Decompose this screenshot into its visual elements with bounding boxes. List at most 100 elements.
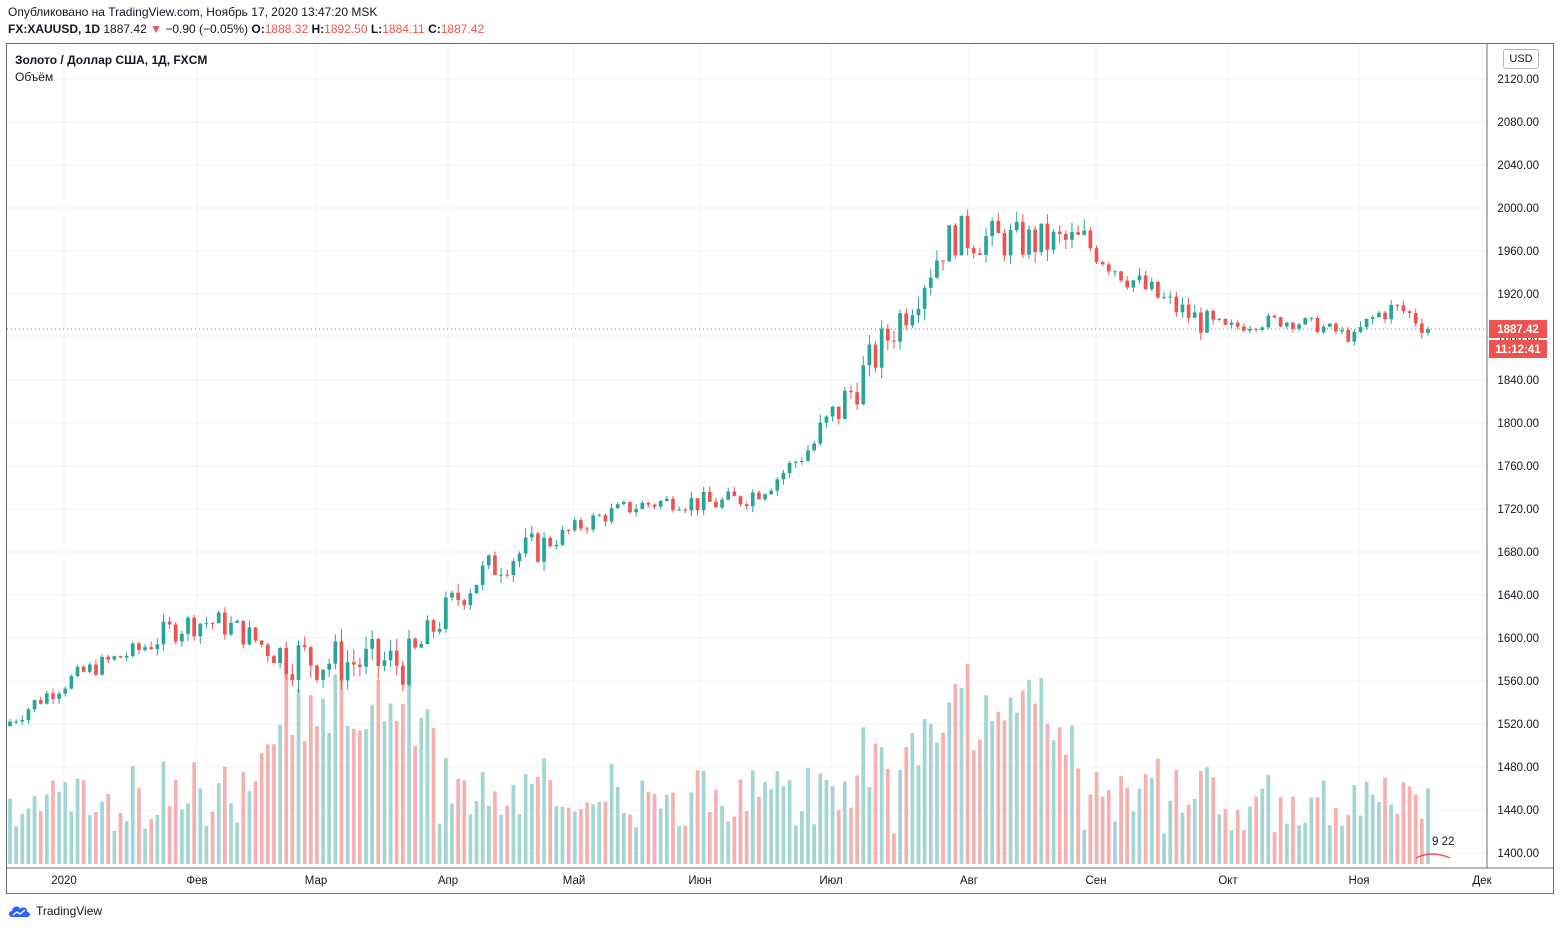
candle-body bbox=[468, 593, 473, 606]
volume-bar bbox=[824, 779, 829, 864]
volume-bar bbox=[842, 781, 847, 864]
volume-bar bbox=[978, 739, 982, 864]
volume-bar bbox=[431, 727, 436, 864]
volume-bar bbox=[591, 804, 596, 864]
volume-bar bbox=[652, 793, 657, 864]
candle-body bbox=[714, 501, 718, 508]
candle-body bbox=[885, 328, 890, 341]
candle-body bbox=[1100, 262, 1105, 265]
candle-body bbox=[499, 574, 503, 576]
candle-body bbox=[1377, 312, 1381, 318]
volume-bar bbox=[413, 745, 417, 864]
volume-bar bbox=[922, 718, 927, 864]
volume-bar bbox=[1266, 774, 1271, 864]
candle-body bbox=[1076, 232, 1080, 235]
candle-body bbox=[486, 555, 491, 566]
volume-bar bbox=[566, 807, 571, 864]
candle-body bbox=[137, 643, 141, 650]
candle-body bbox=[229, 622, 233, 635]
volume-bar bbox=[597, 801, 602, 864]
high-value: 1892.50 bbox=[324, 22, 368, 36]
y-tick-label: 1640.00 bbox=[1497, 590, 1539, 602]
volume-bar bbox=[898, 769, 902, 864]
chart-frame[interactable] bbox=[6, 43, 1554, 894]
volume-bar bbox=[984, 695, 988, 864]
volume-bar bbox=[738, 779, 743, 864]
volume-bar bbox=[1070, 725, 1074, 864]
volume-bar bbox=[1352, 785, 1357, 864]
volume-bar bbox=[321, 698, 325, 864]
volume-bar bbox=[787, 779, 792, 864]
candle-body bbox=[1168, 296, 1173, 298]
candle-body bbox=[1125, 280, 1130, 288]
candle-body bbox=[81, 666, 86, 672]
candle-body bbox=[855, 392, 859, 405]
candle-body bbox=[1027, 229, 1031, 255]
x-tick-label: Ноя bbox=[1349, 875, 1370, 887]
volume-bar bbox=[112, 830, 117, 864]
candle-body bbox=[597, 515, 602, 517]
volume-bar bbox=[198, 788, 203, 864]
candle-body bbox=[69, 676, 74, 689]
volume-bar bbox=[382, 721, 387, 864]
volume-bar bbox=[1162, 833, 1166, 864]
volume-bar bbox=[480, 772, 485, 864]
candle-body bbox=[542, 537, 546, 562]
candle-body bbox=[130, 643, 135, 656]
volume-bar bbox=[1045, 723, 1050, 864]
volume-bar bbox=[486, 805, 491, 864]
volume-bar bbox=[1027, 679, 1031, 864]
candle-body bbox=[646, 502, 651, 505]
volume-bar bbox=[394, 720, 399, 864]
currency-button[interactable]: USD bbox=[1503, 49, 1539, 69]
candle-body bbox=[1002, 233, 1007, 256]
candle-body bbox=[1106, 264, 1111, 272]
volume-bar bbox=[1327, 825, 1332, 864]
candle-body bbox=[517, 553, 522, 562]
candle-body bbox=[106, 656, 111, 660]
candle-body bbox=[947, 225, 952, 262]
candle-body bbox=[290, 674, 295, 681]
volume-bar bbox=[910, 732, 915, 864]
x-tick-label: Фев bbox=[186, 875, 207, 887]
volume-bar bbox=[192, 762, 196, 864]
volume-indicator-title[interactable]: Объём bbox=[15, 70, 54, 84]
volume-bar bbox=[658, 808, 663, 864]
candle-body bbox=[204, 623, 209, 625]
candle-body bbox=[536, 533, 540, 562]
candle-body bbox=[1340, 329, 1344, 332]
candle-body bbox=[1070, 232, 1074, 240]
last-price-tag bbox=[1489, 320, 1547, 339]
candle-body bbox=[1021, 221, 1025, 255]
candle-body bbox=[26, 709, 31, 721]
price-change: −0.90 (−0.05%) bbox=[165, 22, 249, 36]
candle-body bbox=[167, 621, 172, 625]
tradingview-logo[interactable]: TradingView bbox=[8, 902, 102, 920]
volume-bar bbox=[1346, 814, 1351, 864]
open-label: O: bbox=[251, 22, 265, 36]
volume-bar bbox=[1364, 781, 1369, 864]
candle-body bbox=[14, 721, 18, 723]
y-tick-label: 2080.00 bbox=[1497, 117, 1539, 129]
volume-bar bbox=[118, 812, 123, 864]
candle-body bbox=[327, 663, 332, 670]
volume-bar bbox=[302, 741, 307, 864]
candle-body bbox=[155, 644, 160, 650]
y-tick-label: 1680.00 bbox=[1497, 547, 1539, 559]
volume-bar bbox=[235, 822, 239, 864]
volume-layer bbox=[8, 659, 1430, 864]
candle-body bbox=[603, 515, 608, 522]
y-tick-label: 2000.00 bbox=[1497, 203, 1539, 215]
volume-bar bbox=[1260, 788, 1265, 864]
last-price: 1887.42 bbox=[103, 22, 147, 36]
candle-body bbox=[1401, 305, 1406, 312]
candle-body bbox=[1383, 312, 1387, 320]
volume-bar bbox=[523, 774, 528, 864]
candle-body bbox=[1014, 221, 1019, 231]
volume-bar bbox=[20, 813, 25, 864]
candle-body bbox=[861, 365, 866, 405]
candle-body bbox=[1315, 317, 1320, 333]
volume-bar bbox=[671, 792, 675, 864]
volume-bar bbox=[1278, 797, 1283, 864]
